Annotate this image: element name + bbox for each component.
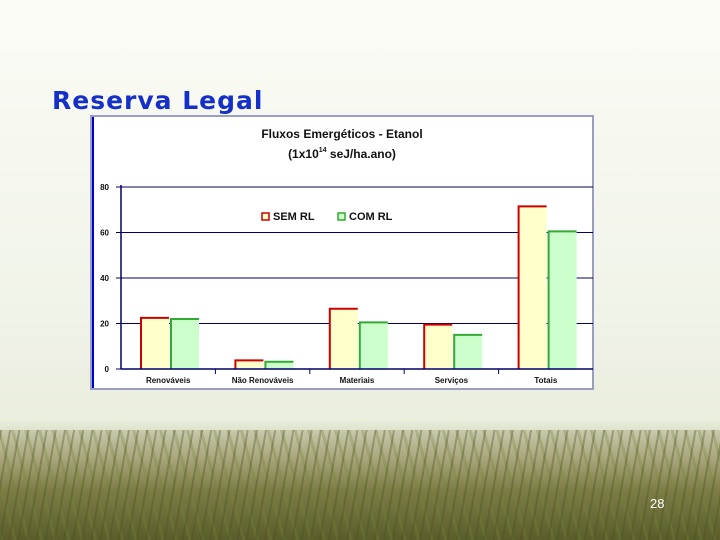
legend: SEM RL COM RL	[261, 211, 393, 223]
bar-outline	[423, 323, 453, 369]
legend-swatch-1	[337, 212, 346, 221]
legend-label-1: COM RL	[349, 211, 393, 223]
y-tick-label: 40	[100, 274, 109, 283]
y-tick-label: 60	[100, 229, 109, 238]
chart-title-exponent: 14	[319, 147, 327, 154]
bar-sem-rl-2	[329, 308, 358, 369]
bar-sem-rl-3	[424, 324, 453, 369]
bar-sem-rl-1	[235, 360, 264, 369]
bar-outline	[140, 316, 169, 369]
chart-frame: Fluxos Emergéticos - Etanol (1x1014 seJ/…	[90, 115, 594, 390]
axes: 0 20 40 60 80 Renováveis Não Renováveis Materia…	[100, 183, 593, 385]
bar-outline	[358, 321, 388, 369]
x-tick-label: Não Renováveis	[232, 376, 294, 385]
bar-outline	[453, 333, 483, 369]
bar-outline	[264, 360, 294, 369]
bar-outline	[517, 205, 547, 369]
bar-sem-rl-4	[518, 206, 547, 369]
chart-title-suffix: seJ/ha.ano)	[327, 147, 396, 161]
x-tick-label: Totais	[534, 376, 558, 385]
bars	[140, 205, 577, 369]
chart-title-prefix: (1x10	[288, 147, 319, 161]
bar-com-rl-3	[454, 334, 483, 369]
x-tick-label: Renováveis	[146, 376, 191, 385]
legend-label-0: SEM RL	[273, 211, 315, 223]
bar-outline	[547, 230, 577, 369]
sugarcane-field-background	[0, 430, 720, 540]
grid-lines	[121, 186, 593, 324]
x-tick-label: Serviços	[435, 376, 469, 385]
chart-title-line2: (1x1014 seJ/ha.ano)	[288, 147, 396, 161]
bar-sem-rl-0	[141, 317, 169, 369]
page-number: 28	[650, 496, 665, 511]
emergy-flow-chart: Fluxos Emergéticos - Etanol (1x1014 seJ/…	[100, 127, 593, 385]
bar-com-rl-2	[359, 322, 388, 369]
y-tick-label: 0	[105, 365, 110, 374]
slide-title: Reserva Legal	[52, 86, 264, 115]
bar-outline	[234, 359, 264, 369]
bar-outline	[170, 317, 199, 369]
x-tick-label: Materiais	[340, 376, 375, 385]
y-tick-label: 80	[100, 183, 109, 192]
bar-com-rl-4	[548, 231, 577, 369]
bar-com-rl-0	[171, 318, 199, 369]
y-tick-label: 20	[100, 320, 109, 329]
bar-outline	[328, 307, 358, 369]
chart-title-line1: Fluxos Emergéticos - Etanol	[261, 127, 422, 141]
bar-com-rl-1	[265, 361, 294, 369]
legend-swatch-0	[261, 212, 270, 221]
